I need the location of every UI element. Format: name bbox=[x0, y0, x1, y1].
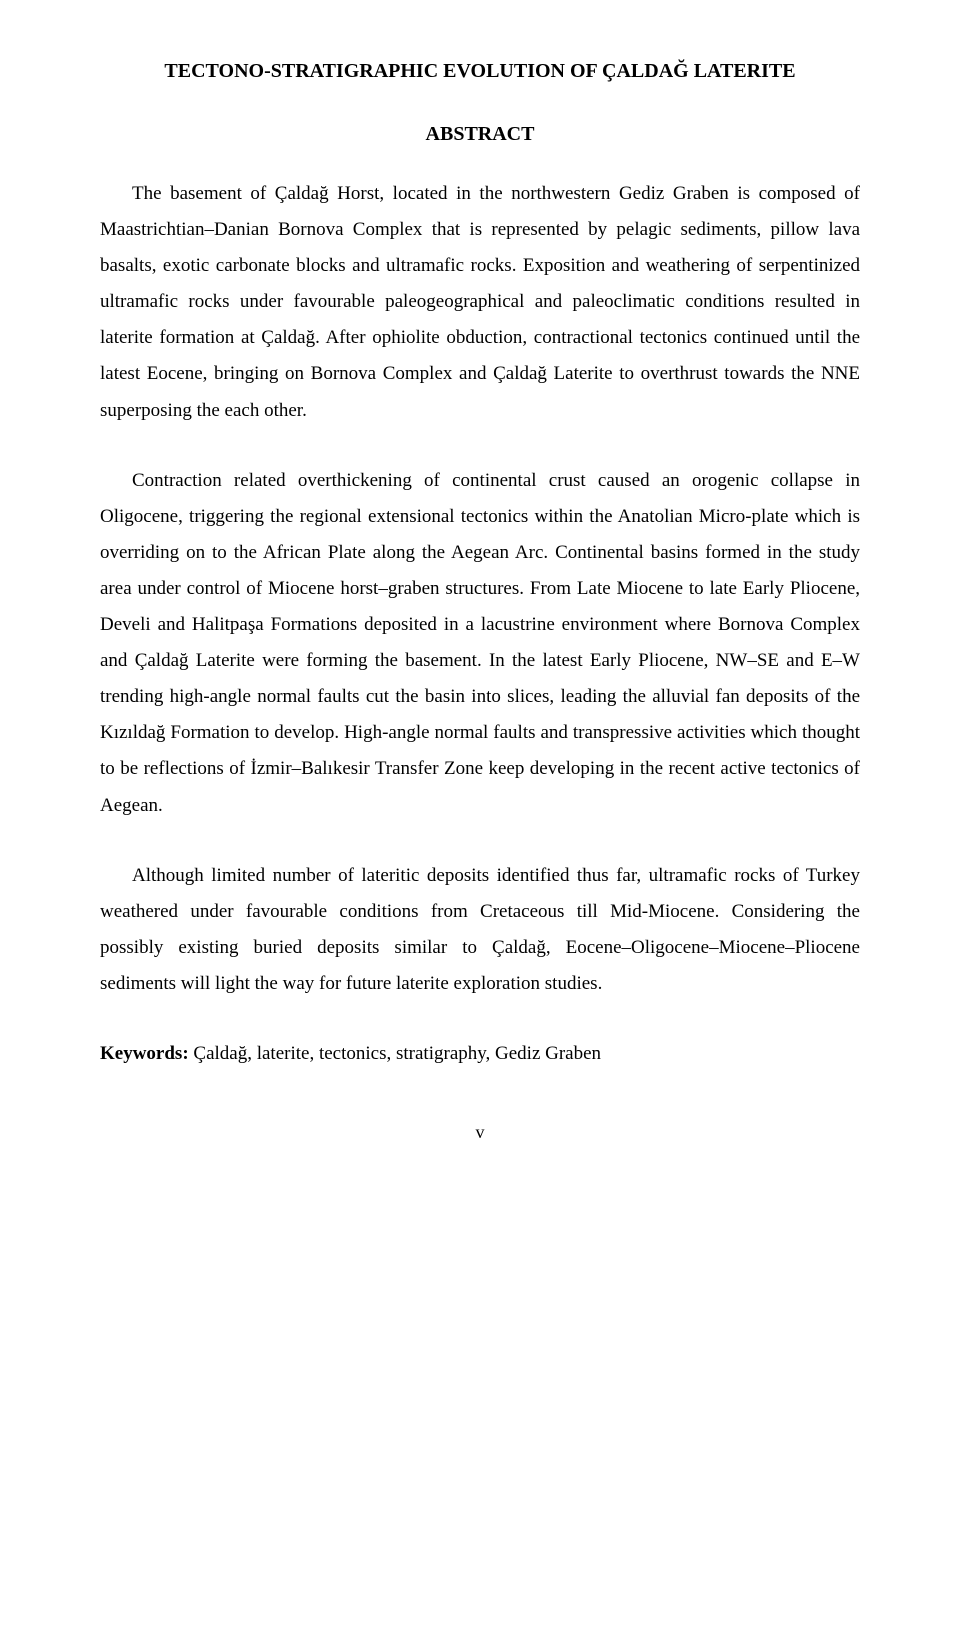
keywords-text: Çaldağ, laterite, tectonics, stratigraph… bbox=[189, 1043, 601, 1064]
abstract-heading: ABSTRACT bbox=[100, 123, 860, 146]
abstract-paragraph-2: Contraction related overthickening of co… bbox=[100, 463, 860, 824]
page-number: v bbox=[100, 1122, 860, 1143]
keywords-line: Keywords: Çaldağ, laterite, tectonics, s… bbox=[100, 1036, 860, 1072]
abstract-paragraph-1: The basement of Çaldağ Horst, located in… bbox=[100, 176, 860, 429]
document-title: TECTONO-STRATIGRAPHIC EVOLUTION OF ÇALDA… bbox=[100, 60, 860, 83]
abstract-paragraph-3: Although limited number of lateritic dep… bbox=[100, 858, 860, 1002]
keywords-label: Keywords: bbox=[100, 1043, 189, 1064]
